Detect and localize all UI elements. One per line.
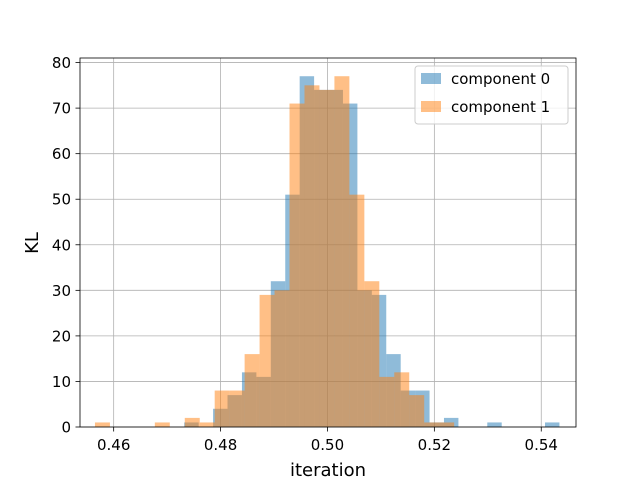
x-tick-label: 0.50 — [311, 436, 344, 454]
histogram-bar — [289, 103, 305, 428]
y-tick-label: 50 — [52, 191, 71, 209]
histogram-bar — [229, 390, 245, 427]
x-axis-label: iteration — [290, 460, 366, 480]
histogram-bar — [487, 422, 502, 427]
axis-ticks: 0.46 0.48 0.50 0.52 0.54 0 10 20 30 40 50 60 70 80 — [52, 54, 558, 454]
legend-label-component-0: component 0 — [451, 70, 550, 88]
histogram-bar — [259, 294, 275, 427]
y-tick-label: 60 — [52, 145, 71, 163]
x-tick-label: 0.52 — [418, 436, 451, 454]
x-tick-label: 0.46 — [97, 436, 130, 454]
plot-frame — [79, 57, 577, 428]
y-tick-label: 40 — [52, 236, 71, 254]
y-tick-label: 20 — [52, 327, 71, 345]
histogram-bar — [394, 372, 410, 427]
y-tick-label: 30 — [52, 282, 71, 300]
legend: component 0 component 1 — [414, 65, 569, 125]
histogram-bar — [545, 422, 560, 427]
histogram-bar — [214, 390, 230, 427]
histogram-bar — [379, 376, 395, 427]
histogram-bar — [424, 422, 440, 427]
y-tick-label: 80 — [52, 54, 71, 72]
legend-swatch-component-1 — [421, 101, 441, 112]
histogram-bar — [184, 417, 200, 427]
x-tick-label: 0.48 — [204, 436, 237, 454]
histogram-bar — [349, 194, 365, 427]
legend-swatch-component-0 — [421, 73, 441, 84]
y-axis-label: KL — [22, 232, 43, 254]
histogram-bar — [409, 395, 425, 427]
histogram-bar — [439, 422, 455, 427]
y-tick-label: 70 — [52, 100, 71, 118]
histogram-bar — [199, 422, 215, 427]
histogram-bar — [244, 354, 260, 427]
histogram-bar — [274, 290, 290, 427]
x-tick-label: 0.54 — [525, 436, 558, 454]
legend-box — [414, 65, 569, 125]
histogram-bar — [364, 281, 380, 427]
legend-label-component-1: component 1 — [451, 98, 550, 116]
y-tick-label: 0 — [61, 419, 71, 437]
histogram-bar — [154, 422, 170, 427]
histogram-bar — [334, 76, 350, 427]
series-component-1 — [94, 76, 455, 428]
histogram-bar — [94, 422, 110, 427]
histogram-bars — [94, 76, 560, 428]
histogram-bar — [304, 85, 320, 427]
histogram-bar — [319, 89, 335, 427]
y-tick-label: 10 — [52, 373, 71, 391]
